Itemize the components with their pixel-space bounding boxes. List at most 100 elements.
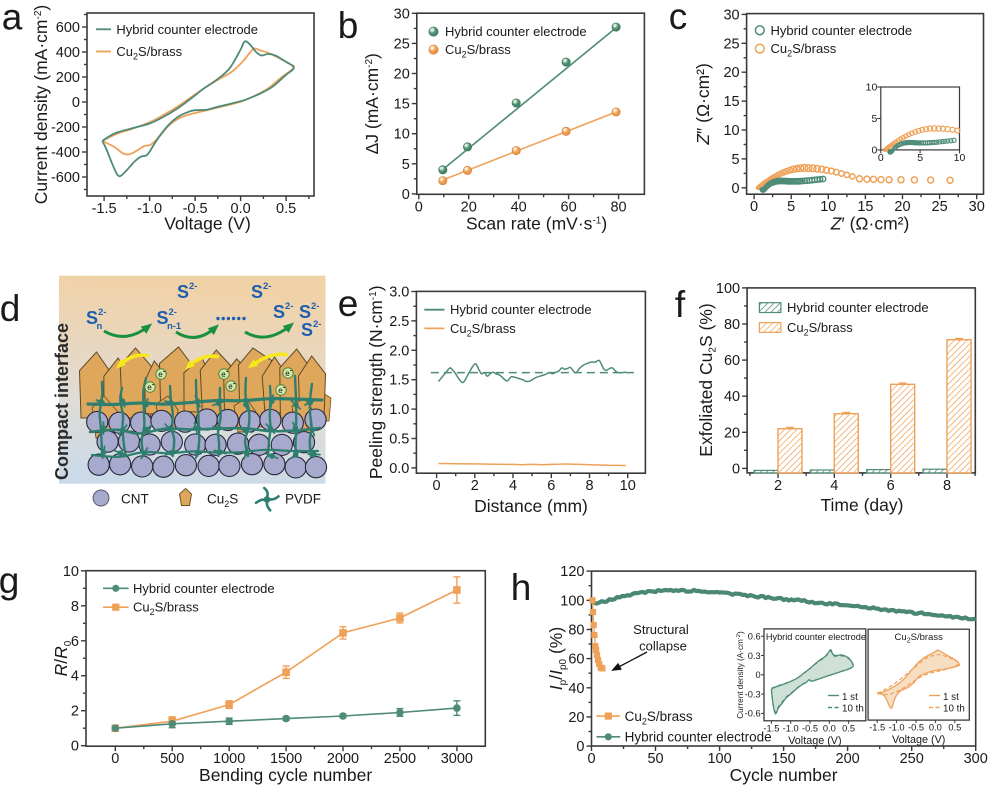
svg-text:Cu2​S/brass: Cu2​S/brass — [450, 321, 516, 339]
svg-text:6: 6 — [887, 478, 895, 494]
svg-text:Peeling strength (N·cm-1​): Peeling strength (N·cm-1​) — [366, 285, 386, 479]
svg-text:600: 600 — [56, 20, 80, 36]
svg-text:-600: -600 — [51, 170, 80, 186]
svg-text:-400: -400 — [51, 145, 80, 161]
svg-text:-1.0: -1.0 — [137, 201, 162, 217]
svg-text:-0.3: -0.3 — [745, 689, 761, 699]
svg-text:20: 20 — [894, 199, 910, 215]
svg-text:10 th: 10 th — [842, 704, 864, 715]
svg-text:15: 15 — [723, 94, 739, 110]
svg-text:0.6: 0.6 — [748, 632, 761, 642]
svg-text:Voltage (V): Voltage (V) — [164, 214, 251, 234]
svg-text:1.5: 1.5 — [389, 373, 409, 389]
svg-text:80: 80 — [568, 622, 584, 638]
svg-text:Hybrid counter electrode: Hybrid counter electrode — [771, 23, 913, 38]
svg-text:20: 20 — [723, 65, 739, 81]
svg-text:0: 0 — [433, 478, 441, 494]
svg-text:-200: -200 — [51, 120, 80, 136]
svg-text:h: h — [511, 567, 532, 608]
svg-text:Hybrid counter electrode: Hybrid counter electrode — [450, 302, 592, 317]
svg-text:e: e — [278, 386, 283, 395]
svg-text:100: 100 — [716, 281, 740, 297]
svg-text:-1.5: -1.5 — [869, 723, 885, 733]
svg-text:Cu2​S/brass: Cu2​S/brass — [625, 709, 693, 727]
svg-text:8: 8 — [71, 599, 79, 615]
svg-text:2: 2 — [71, 704, 79, 720]
svg-text:a: a — [2, 0, 23, 38]
svg-text:8: 8 — [585, 478, 593, 494]
svg-text:-0.6: -0.6 — [745, 709, 761, 719]
svg-text:1000: 1000 — [213, 751, 245, 767]
svg-text:Exfoliated Cu2​S (%): Exfoliated Cu2​S (%) — [696, 303, 719, 456]
svg-text:0: 0 — [587, 751, 595, 767]
svg-text:120: 120 — [560, 564, 584, 580]
svg-text:4: 4 — [71, 669, 79, 685]
svg-text:c: c — [669, 0, 688, 37]
svg-text:ΔJ (mA·cm-2​): ΔJ (mA·cm-2​) — [362, 53, 382, 154]
svg-text:500: 500 — [160, 751, 184, 767]
svg-text:-1.0: -1.0 — [889, 723, 905, 733]
svg-text:Hybrid counter electrode: Hybrid counter electrode — [133, 581, 275, 596]
svg-text:0: 0 — [750, 199, 758, 215]
svg-text:300: 300 — [964, 751, 988, 767]
svg-text:Cu2​S/brass: Cu2​S/brass — [895, 632, 944, 645]
svg-text:Distance (mm): Distance (mm) — [474, 496, 588, 516]
svg-text:10 th: 10 th — [943, 704, 965, 715]
svg-text:400: 400 — [56, 45, 80, 61]
svg-text:-0.5: -0.5 — [908, 723, 924, 733]
svg-text:1 st: 1 st — [943, 692, 959, 703]
svg-text:d: d — [0, 288, 20, 329]
svg-text:150: 150 — [772, 751, 796, 767]
svg-text:10: 10 — [394, 127, 410, 143]
svg-text:Compact interface: Compact interface — [52, 323, 72, 480]
svg-text:25: 25 — [394, 36, 410, 52]
svg-text:6: 6 — [547, 478, 555, 494]
svg-text:Structural: Structural — [633, 622, 689, 637]
svg-text:200: 200 — [836, 751, 860, 767]
svg-text:R/R0​: R/R0​ — [51, 640, 74, 676]
svg-text:0.0: 0.0 — [389, 461, 409, 477]
svg-text:5: 5 — [871, 113, 877, 125]
svg-text:5: 5 — [732, 152, 740, 168]
svg-text:0.5: 0.5 — [276, 201, 296, 217]
svg-text:30: 30 — [969, 199, 985, 215]
svg-text:2500: 2500 — [384, 751, 416, 767]
svg-text:10: 10 — [723, 123, 739, 139]
svg-text:2: 2 — [774, 478, 782, 494]
svg-text:10: 10 — [866, 82, 878, 94]
svg-text:3.0: 3.0 — [389, 285, 409, 301]
svg-text:Hybrid counter electrode: Hybrid counter electrode — [625, 730, 772, 745]
svg-text:250: 250 — [900, 751, 924, 767]
svg-text:Hybrid counter electrode: Hybrid counter electrode — [766, 632, 866, 642]
svg-text:80: 80 — [724, 317, 740, 333]
svg-text:e: e — [338, 283, 359, 324]
svg-text:Voltage (V): Voltage (V) — [892, 734, 945, 746]
svg-text:b: b — [338, 5, 359, 46]
svg-text:60: 60 — [568, 652, 584, 668]
svg-text:Hybrid counter electrode: Hybrid counter electrode — [116, 22, 258, 37]
svg-text:Current density (mA·cm-2​): Current density (mA·cm-2​) — [31, 5, 51, 205]
svg-text:0.5: 0.5 — [842, 723, 855, 733]
svg-text:Ip​/Ip0​ (%): Ip​/Ip0​ (%) — [546, 627, 569, 690]
svg-text:-1.5: -1.5 — [763, 723, 779, 733]
svg-text:Hybrid counter electrode: Hybrid counter electrode — [787, 300, 929, 315]
svg-text:2.5: 2.5 — [389, 314, 409, 330]
svg-text:e: e — [285, 369, 290, 378]
svg-text:collapse: collapse — [639, 639, 687, 654]
svg-text:8: 8 — [943, 478, 951, 494]
svg-text:15: 15 — [857, 199, 873, 215]
svg-text:25: 25 — [932, 199, 948, 215]
svg-text:10: 10 — [63, 564, 79, 580]
svg-text:1500: 1500 — [270, 751, 302, 767]
svg-text:Cu2​S/brass: Cu2​S/brass — [771, 41, 837, 59]
svg-text:20: 20 — [394, 67, 410, 83]
svg-text:-1.0: -1.0 — [783, 723, 799, 733]
svg-text:10: 10 — [820, 199, 836, 215]
svg-text:0: 0 — [71, 739, 79, 755]
svg-text:Cu2​S/brass: Cu2​S/brass — [133, 600, 199, 618]
svg-text:Bending cycle number: Bending cycle number — [199, 765, 372, 785]
svg-text:4: 4 — [830, 478, 838, 494]
svg-text:CNT: CNT — [121, 492, 149, 507]
svg-text:0: 0 — [415, 199, 423, 215]
svg-text:6: 6 — [71, 634, 79, 650]
